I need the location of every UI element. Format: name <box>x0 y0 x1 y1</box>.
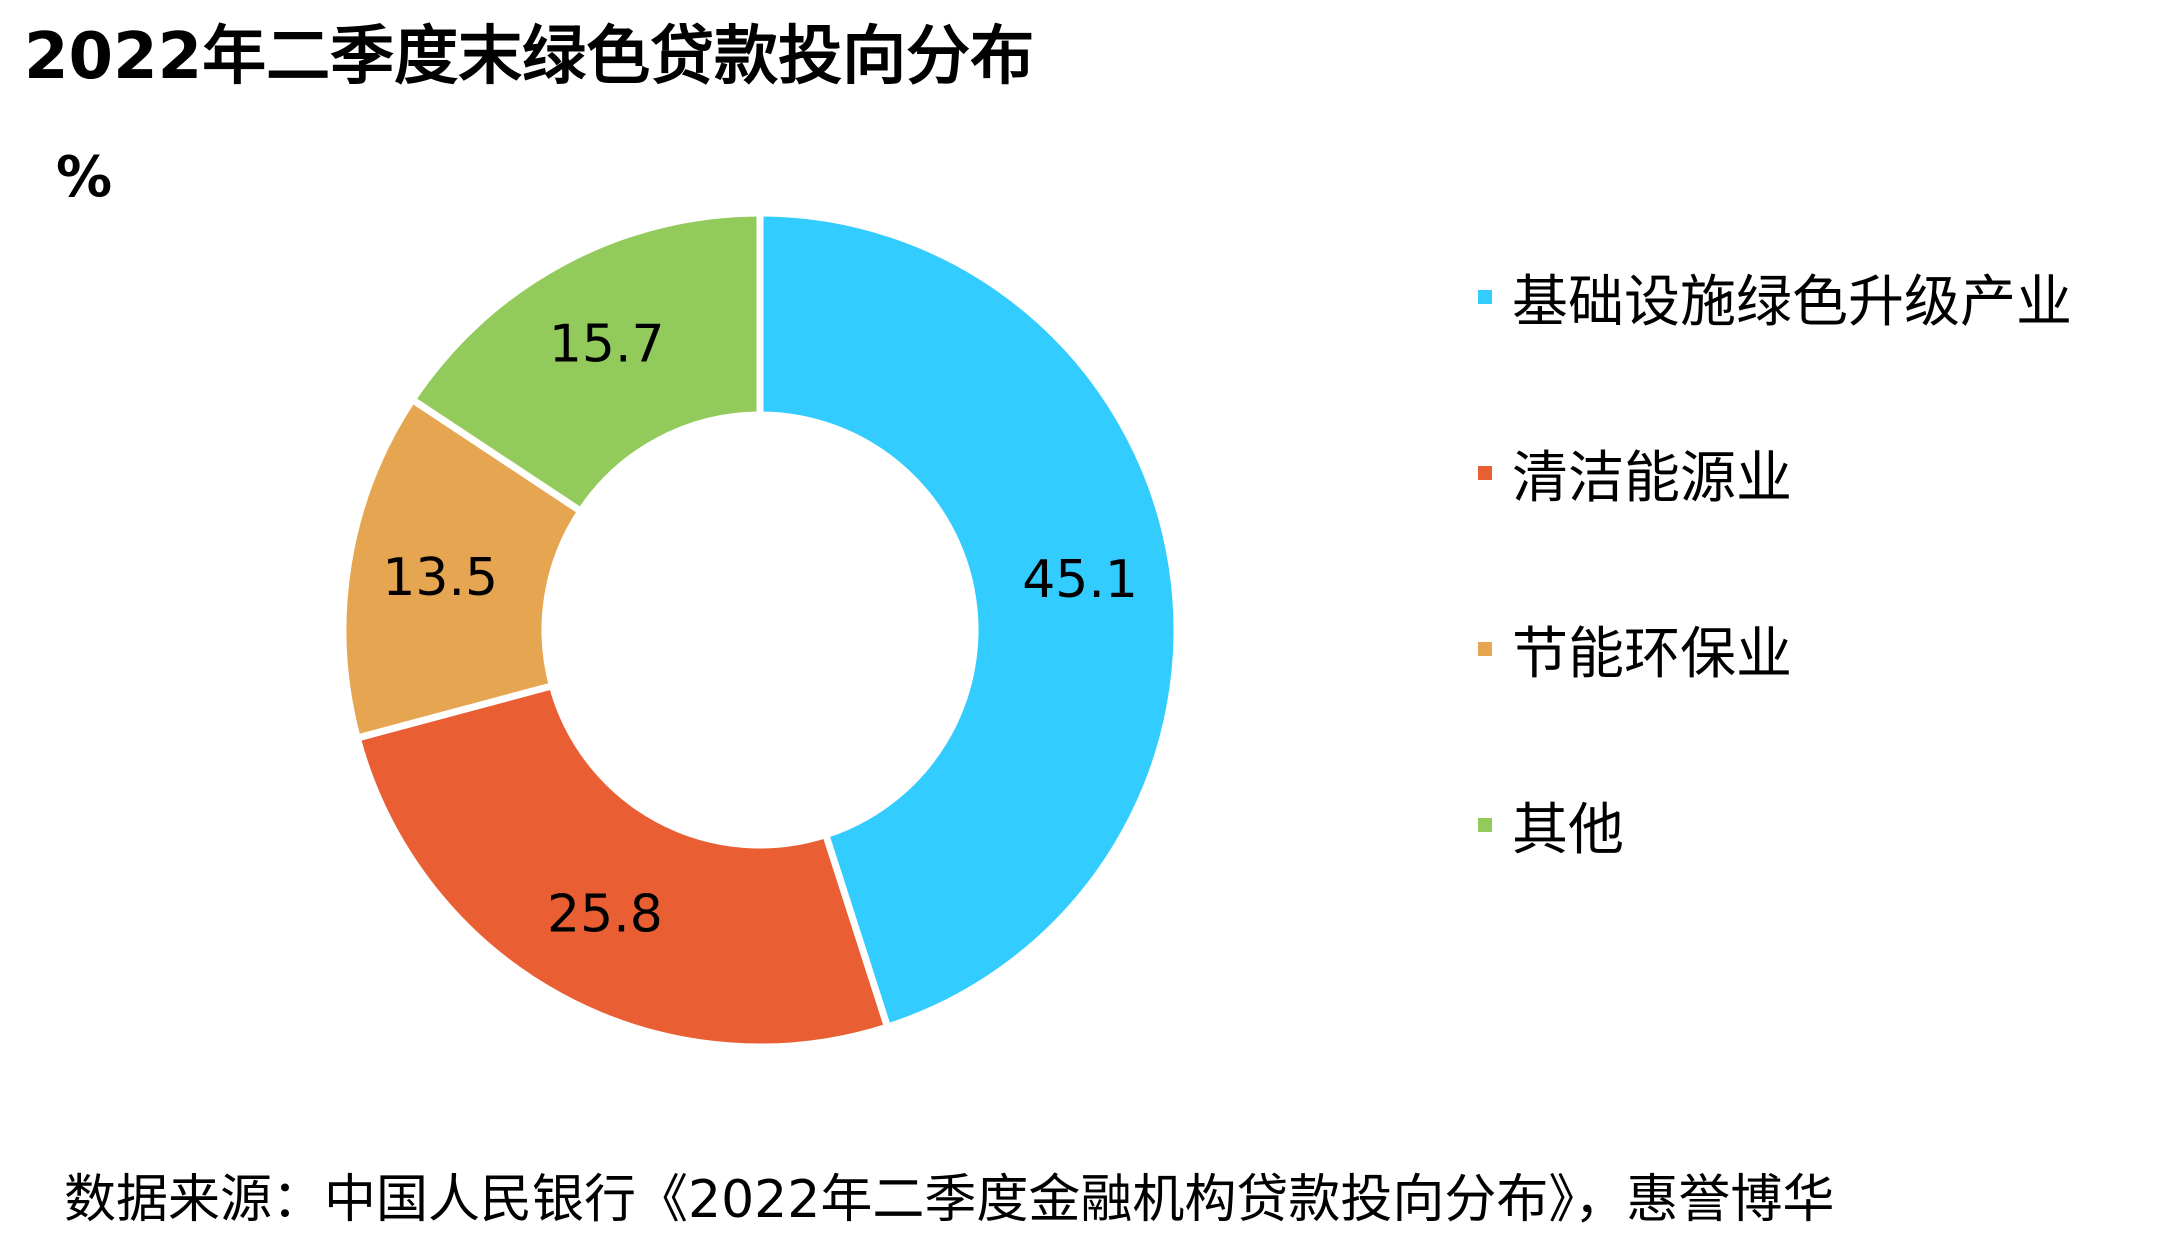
legend-swatch <box>1478 818 1492 832</box>
legend-label: 清洁能源业 <box>1512 445 1792 511</box>
donut-data-labels: 45.1 25.8 13.5 15.7 <box>382 315 1138 945</box>
legend-label: 基础设施绿色升级产业 <box>1512 269 2072 335</box>
chart-title: 2022年二季度末绿色贷款投向分布 <box>24 20 1035 94</box>
donut-slice-3 <box>339 394 586 743</box>
legend-swatch <box>1478 466 1492 480</box>
legend-item-1: 基础设施绿色升级产业 <box>1478 262 2072 335</box>
data-label-4: 15.7 <box>549 315 665 375</box>
legend-item-3: 节能环保业 <box>1478 614 2072 687</box>
data-source-note: 数据来源：中国人民银行《2022年二季度金融机构贷款投向分布》，惠誉博华 <box>64 1170 1835 1230</box>
donut-slices <box>339 209 1181 1051</box>
legend-label: 其他 <box>1512 797 1624 863</box>
data-label-2: 25.8 <box>547 884 663 944</box>
donut-slice-4 <box>407 209 764 517</box>
unit-label: % <box>56 145 113 210</box>
donut-slice-1 <box>756 209 1181 1032</box>
legend-label: 节能环保业 <box>1512 621 1792 687</box>
legend-swatch <box>1478 642 1492 656</box>
legend-swatch <box>1478 290 1492 304</box>
legend-item-4: 其他 <box>1478 790 2072 863</box>
data-label-3: 13.5 <box>382 548 498 608</box>
donut-slice-2 <box>352 681 892 1051</box>
chart-legend: 基础设施绿色升级产业 清洁能源业节能环保业其他 <box>1478 262 2072 966</box>
data-label-1: 45.1 <box>1022 550 1138 610</box>
legend-item-2: 清洁能源业 <box>1478 438 2072 511</box>
